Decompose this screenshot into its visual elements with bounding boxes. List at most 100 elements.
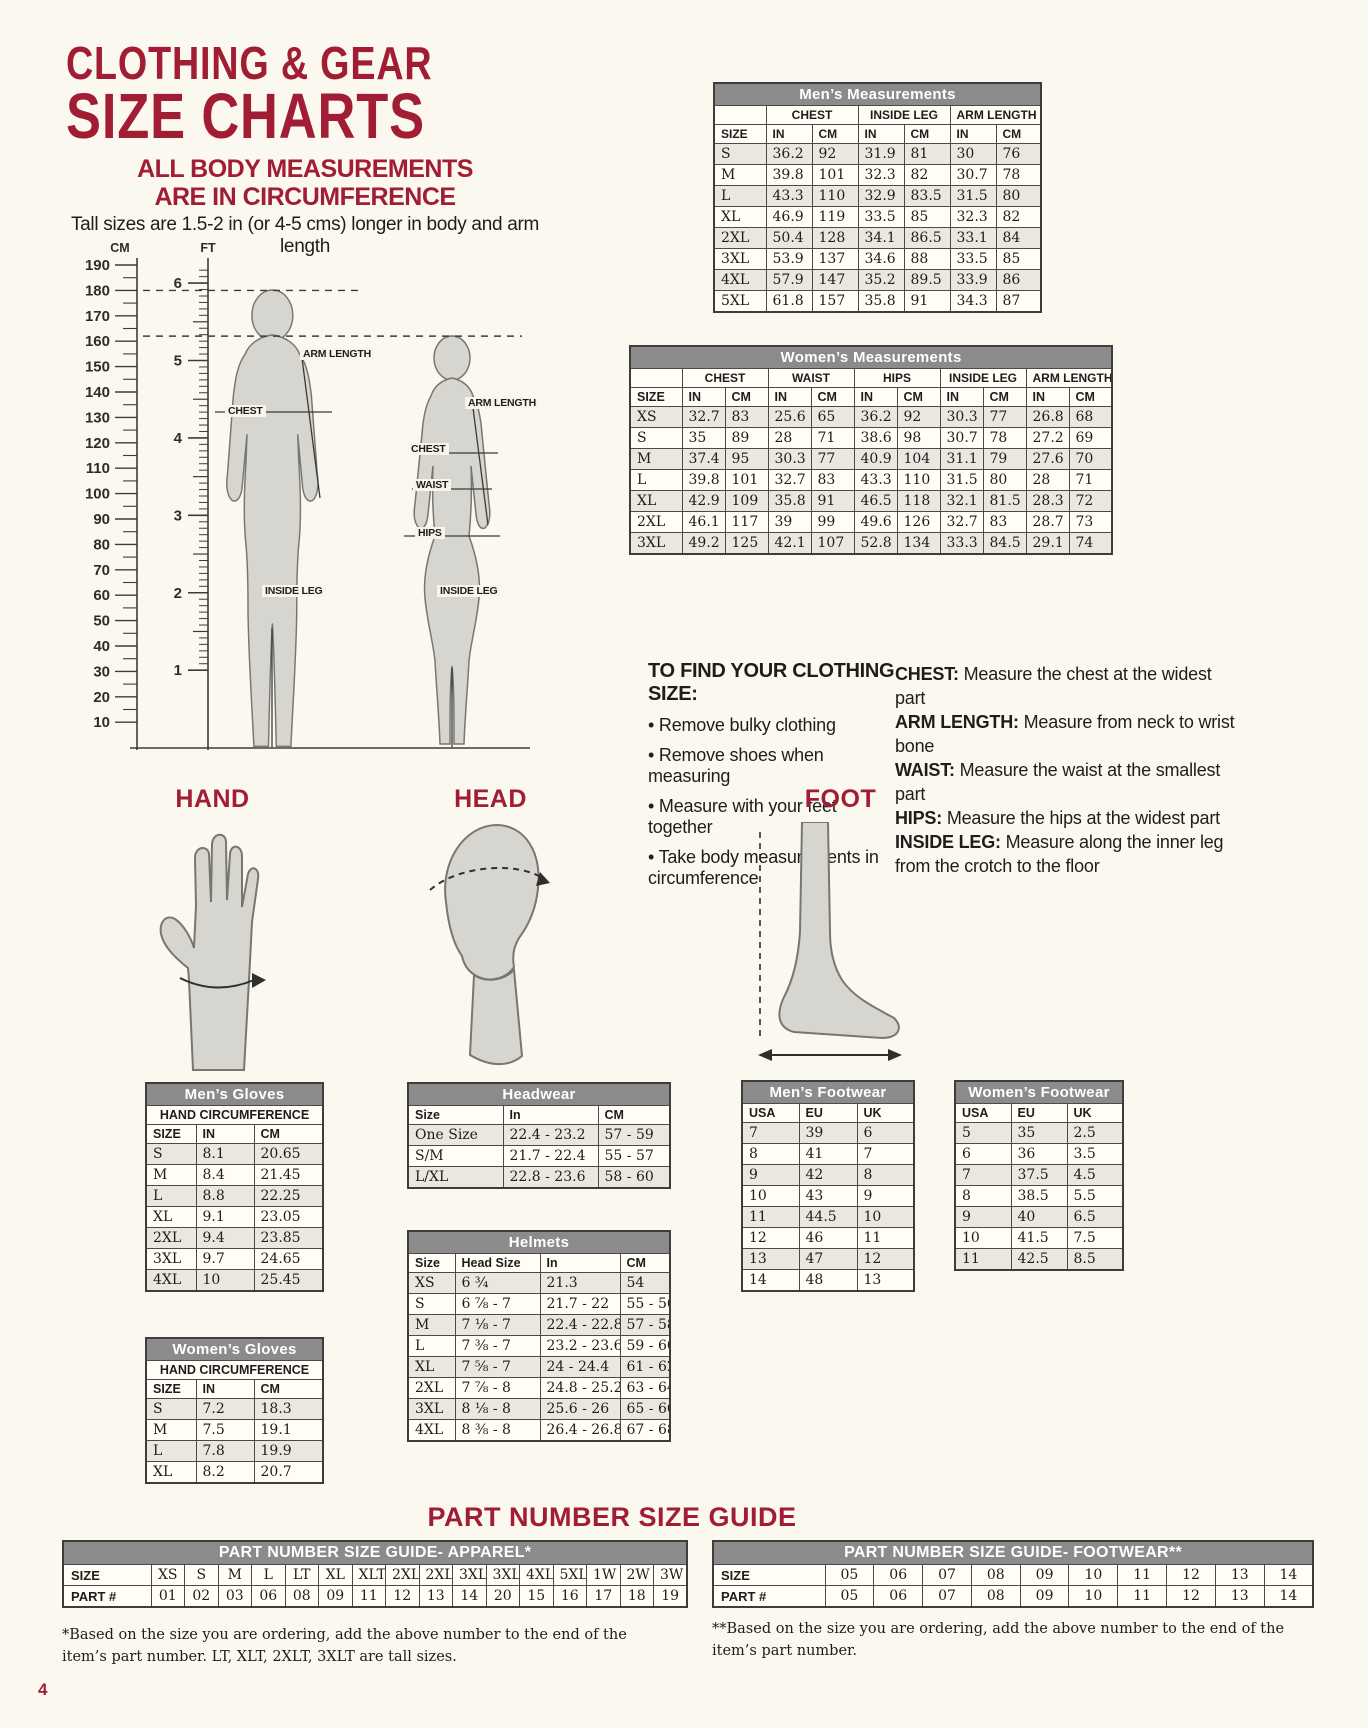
table-row: XL 46.9 119 33.5 85 32.3 82 [713, 206, 1042, 228]
table-cell: 38.6 [853, 427, 898, 449]
table-cell: 55 - 56 [619, 1293, 671, 1315]
column-header: In [539, 1253, 621, 1273]
table-cell: 32.3 [857, 164, 905, 186]
find-size-instructions: TO FIND YOUR CLOTHING SIZE: • Remove bul… [648, 660, 898, 889]
table-row: L 39.8 101 32.7 83 43.3 110 31.5 80 28 71 [629, 469, 1113, 491]
table-cell: 128 [811, 227, 859, 249]
male-chest-label: CHEST [225, 405, 266, 417]
female-hips-label: HIPS [415, 527, 445, 539]
table-cell: 07 [922, 1564, 972, 1586]
foot-section-heading: FOOT [804, 785, 877, 813]
table-cell: 157 [811, 290, 859, 313]
table-cell: 6 ⅞ - 7 [454, 1293, 541, 1315]
table-cell: 47 [798, 1248, 858, 1270]
table-cell: 61.8 [765, 290, 813, 313]
table-subheader: HAND CIRCUMFERENCE [145, 1105, 324, 1125]
headwear-table: Headwear Size In CM One Size 22.4 - 23.2 57 - … [407, 1082, 671, 1189]
column-header: CM [810, 387, 855, 407]
table-cell: 110 [896, 469, 941, 491]
table-cell: 7 ⅞ - 8 [454, 1377, 541, 1399]
column-header: IN [1025, 387, 1070, 407]
table-cell: 5XL [713, 290, 767, 313]
table-cell: 39.8 [681, 469, 726, 491]
page-subtitle: ALL BODY MEASUREMENTS ARE IN CIRCUMFEREN… [95, 155, 515, 211]
table-cell: 26.8 [1025, 406, 1070, 428]
table-cell: 22.8 - 23.6 [502, 1166, 599, 1189]
helmets: Helmets Size Head Size In CM XS 6 ¾ 21.3 54 S 6 ⅞ … [407, 1230, 672, 1442]
table-cell: 8.1 [195, 1143, 255, 1165]
table-cell: 18 [619, 1585, 654, 1608]
table-cell: 12 [1166, 1585, 1216, 1608]
table-cell: 9 [856, 1185, 915, 1207]
table-row: S 36.2 92 31.9 81 30 76 [713, 143, 1042, 165]
table-cell: 91 [903, 290, 951, 313]
table-cell: 6 [954, 1143, 1012, 1165]
table-cell: 40.9 [853, 448, 898, 470]
svg-text:90: 90 [93, 511, 110, 528]
column-header: CM [1068, 387, 1113, 407]
male-arm-length-label: ARM LENGTH [300, 348, 374, 360]
table-cell: 57.9 [765, 269, 813, 291]
table-title: PART NUMBER SIZE GUIDE- APPAREL* [62, 1540, 688, 1565]
column-group-header: CHEST [765, 105, 859, 125]
column-header: UK [1066, 1103, 1124, 1123]
table-cell: 72 [1068, 490, 1113, 512]
womens-footwear: Women’s Footwear USA EU UK 5 35 2.5 6 36 3.5 7 37.5… [954, 1080, 1124, 1271]
table-cell: 9.1 [195, 1206, 255, 1228]
list-item: ARM LENGTH: Measure from neck to wrist b… [895, 712, 1235, 756]
column-header: IN [949, 124, 997, 144]
table-cell: 82 [903, 164, 951, 186]
svg-text:50: 50 [93, 613, 110, 630]
table-title: Men’s Measurements [713, 82, 1042, 106]
svg-text:60: 60 [93, 587, 110, 604]
table-cell: 30 [949, 143, 997, 165]
table-cell: 33.9 [949, 269, 997, 291]
table-cell: 42 [798, 1164, 858, 1186]
table-cell: 125 [724, 532, 769, 555]
svg-text:2: 2 [174, 585, 182, 602]
column-header: CM [597, 1105, 671, 1125]
column-header: EU [798, 1103, 858, 1123]
table-row: 5XL 61.8 157 35.8 91 34.3 87 [713, 290, 1042, 313]
table-cell: 65 [810, 406, 855, 428]
table-row: 10 41.5 7.5 [954, 1227, 1124, 1249]
svg-text:5: 5 [174, 353, 182, 370]
table-row: 12 46 11 [741, 1227, 915, 1249]
table-cell: SIZE [712, 1564, 826, 1586]
column-group-header: HIPS [853, 368, 941, 388]
column-header: IN [195, 1124, 255, 1144]
column-header: CM [619, 1253, 671, 1273]
table-cell: 31.9 [857, 143, 905, 165]
table-cell: 95 [724, 448, 769, 470]
part-number-apparel: PART NUMBER SIZE GUIDE- APPAREL* SIZE XS S M… [62, 1540, 689, 1608]
table-row: 9 40 6.5 [954, 1206, 1124, 1228]
table-cell: L [629, 469, 683, 491]
table-cell: 33.5 [949, 248, 997, 270]
table-row: M 37.4 95 30.3 77 40.9 104 31.1 79 27.6 70 [629, 448, 1113, 470]
womens-measurements: Women’s Measurements CHEST WAIST HIPS INSIDE… [629, 345, 1114, 555]
svg-text:CM: CM [110, 241, 129, 255]
table-cell: 44.5 [798, 1206, 858, 1228]
table-cell: 11 [1117, 1585, 1168, 1608]
table-cell: 34.6 [857, 248, 905, 270]
table-cell: 83 [724, 406, 769, 428]
svg-text:10: 10 [93, 714, 110, 731]
table-cell: 58 - 60 [597, 1166, 671, 1189]
table-cell: 7 ⅝ - 7 [454, 1356, 541, 1378]
table-row: L 7.8 19.9 [145, 1440, 324, 1462]
table-cell: 41 [798, 1143, 858, 1165]
table-cell: 4.5 [1066, 1164, 1124, 1186]
table-cell: 11 [954, 1248, 1012, 1271]
table-cell: 20 [485, 1585, 520, 1608]
table-cell: 9 [741, 1164, 800, 1186]
list-item: • Measure with your feet together [648, 796, 837, 837]
table-cell: XL [318, 1564, 353, 1586]
table-cell: 13 [741, 1248, 800, 1270]
column-header: IN [195, 1379, 255, 1399]
table-cell: 98 [896, 427, 941, 449]
table-cell: 38.5 [1010, 1185, 1068, 1207]
subtitle-line2: ARE IN CIRCUMFERENCE [154, 183, 456, 211]
table-cell: 27.2 [1025, 427, 1070, 449]
table-cell: 14 [452, 1585, 487, 1608]
footwear-footnote: **Based on the size you are ordering, ad… [712, 1621, 1285, 1660]
